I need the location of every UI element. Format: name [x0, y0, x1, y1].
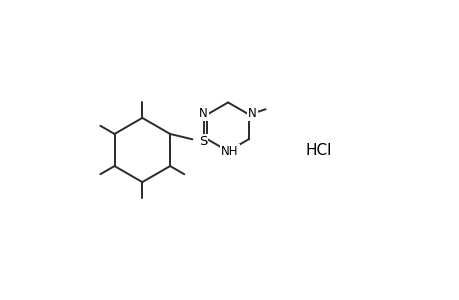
Text: N: N — [199, 107, 207, 120]
Text: S: S — [198, 135, 207, 148]
Text: HCl: HCl — [305, 142, 332, 158]
Text: NH: NH — [221, 145, 238, 158]
Text: N: N — [247, 106, 256, 120]
